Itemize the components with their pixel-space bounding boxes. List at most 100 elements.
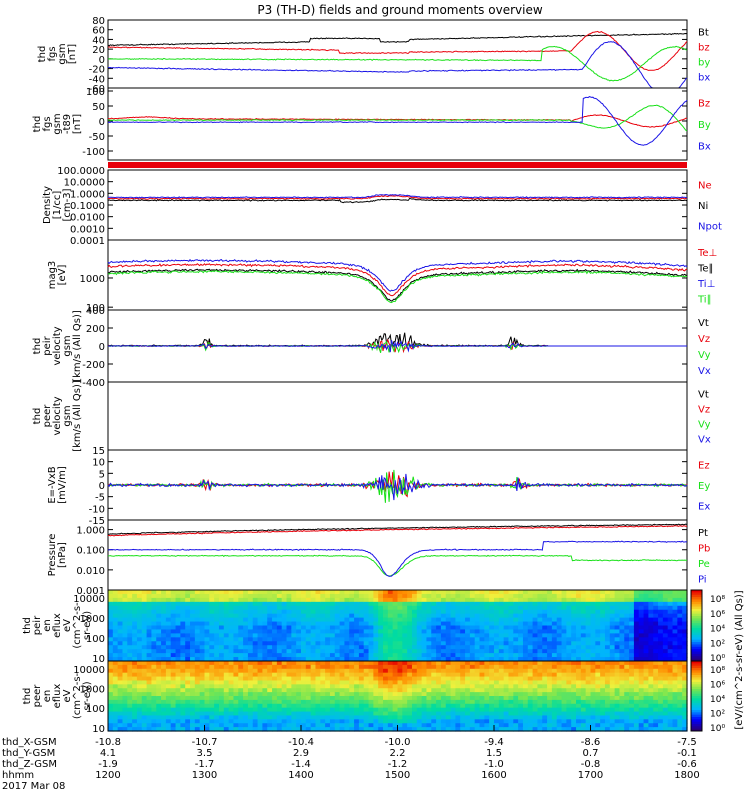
spectrogram-cell xyxy=(494,617,500,623)
spectrogram-cell xyxy=(185,711,191,717)
spectrogram-cell xyxy=(358,707,365,713)
spectrogram-cell xyxy=(532,668,539,674)
spectrogram-cell xyxy=(349,727,355,732)
spectrogram-cell xyxy=(407,676,413,682)
spectrogram-cell xyxy=(609,625,616,631)
spectrogram-cell xyxy=(522,688,529,693)
spectrogram-cell xyxy=(667,590,674,595)
spectrogram-cell xyxy=(445,617,452,623)
spectrogram-cell xyxy=(161,593,167,599)
spectrogram-cell xyxy=(580,633,587,638)
spectrogram-cell xyxy=(662,727,669,732)
series-bz xyxy=(107,30,688,71)
spectrogram-cell xyxy=(489,676,495,682)
spectrogram-cell xyxy=(175,707,181,713)
spectrogram-cell xyxy=(383,692,389,697)
spectrogram-cell xyxy=(571,727,577,732)
spectrogram-cell xyxy=(503,633,510,638)
spectrogram-cell xyxy=(580,617,587,623)
spectrogram-cell xyxy=(301,699,307,705)
spectrogram-cell xyxy=(619,711,625,717)
spectrogram-cell xyxy=(522,668,529,674)
spectrogram-cell xyxy=(392,621,399,627)
spectrogram-cell xyxy=(108,727,114,732)
spectrogram-cell xyxy=(624,696,630,701)
spectrogram-cell xyxy=(310,597,317,603)
spectrogram-cell xyxy=(561,645,567,650)
spectrogram-cell xyxy=(469,672,476,678)
spectrogram-cell xyxy=(108,613,114,619)
spectrogram-cell xyxy=(585,719,592,724)
spectrogram-cell xyxy=(267,696,273,701)
spectrogram-cell xyxy=(411,676,418,682)
spectrogram-cell xyxy=(682,653,688,658)
spectrogram-cell xyxy=(662,653,669,658)
spectrogram-cell xyxy=(146,653,153,658)
spectrogram-cell xyxy=(537,703,543,709)
spectrogram-cell xyxy=(136,692,143,697)
spectrogram-cell xyxy=(291,625,297,631)
x-tick-label: -10.4 xyxy=(288,737,314,748)
spectrogram-cell xyxy=(161,661,167,666)
spectrogram-cell xyxy=(551,661,558,666)
spectrogram-cell xyxy=(600,707,606,713)
spectrogram-cell xyxy=(233,657,239,662)
spectrogram-cell xyxy=(180,625,186,631)
spectrogram-cell xyxy=(218,625,225,631)
spectrogram-cell xyxy=(378,609,384,615)
x-row-label: hhmm xyxy=(2,770,34,781)
spectrogram-cell xyxy=(503,617,510,623)
spectrogram-cell xyxy=(291,696,297,701)
spectrogram-cell xyxy=(532,680,539,685)
spectrogram-cell xyxy=(561,723,567,728)
spectrogram-cell xyxy=(571,715,577,720)
spectrogram-cell xyxy=(108,633,114,638)
spectrogram-cell xyxy=(513,715,519,720)
spectrogram-cell xyxy=(436,637,442,642)
spectrogram-cell xyxy=(354,590,360,595)
x-tick-label: 3.5 xyxy=(197,748,213,759)
spectrogram-cell xyxy=(503,609,510,615)
spectrogram-cell xyxy=(180,645,186,650)
y-tick-label: 1000 xyxy=(80,274,105,285)
y-tick-label: 0.0001 xyxy=(70,236,105,247)
spectrogram-cell xyxy=(310,605,317,611)
spectrogram-cell xyxy=(209,641,215,646)
spectrogram-cell xyxy=(296,707,302,713)
spectrogram-cell xyxy=(209,661,215,666)
spectrogram-cell xyxy=(662,699,669,705)
spectrogram-cell xyxy=(291,649,297,654)
spectrogram-cell xyxy=(614,597,621,603)
spectrogram-cell xyxy=(633,707,640,713)
spectrogram-cell xyxy=(286,613,292,619)
spectrogram-cell xyxy=(532,637,539,642)
spectrogram-cell xyxy=(677,664,683,670)
spectrogram-cell xyxy=(276,597,283,603)
spectrogram-cell xyxy=(465,590,471,595)
legend-by: By xyxy=(698,120,711,131)
spectrogram-cell xyxy=(132,661,138,666)
y-axis-label: thd xyxy=(37,46,48,63)
spectrogram-cell xyxy=(633,633,640,638)
spectrogram-cell xyxy=(522,621,529,627)
spectrogram-cell xyxy=(604,645,611,650)
spectrogram-cell xyxy=(392,617,399,623)
spectrogram-cell xyxy=(257,715,263,720)
spectrogram-cell xyxy=(619,715,625,720)
spectrogram-cell xyxy=(465,633,471,638)
spectrogram-cell xyxy=(407,641,413,646)
spectrogram-cell xyxy=(431,727,437,732)
spectrogram-cell xyxy=(402,633,408,638)
spectrogram-cell xyxy=(551,711,558,717)
spectrogram-cell xyxy=(489,719,495,724)
spectrogram-cell xyxy=(604,609,611,615)
spectrogram-cell xyxy=(566,590,572,595)
spectrogram-cell xyxy=(402,629,408,634)
spectrogram-cell xyxy=(204,653,210,658)
spectrogram-cell xyxy=(513,593,519,599)
spectrogram-cell xyxy=(257,613,263,619)
spectrogram-cell xyxy=(329,723,336,728)
spectrogram-cell xyxy=(585,680,592,685)
spectrogram-cell xyxy=(604,597,611,603)
spectrogram-cell xyxy=(190,719,196,724)
